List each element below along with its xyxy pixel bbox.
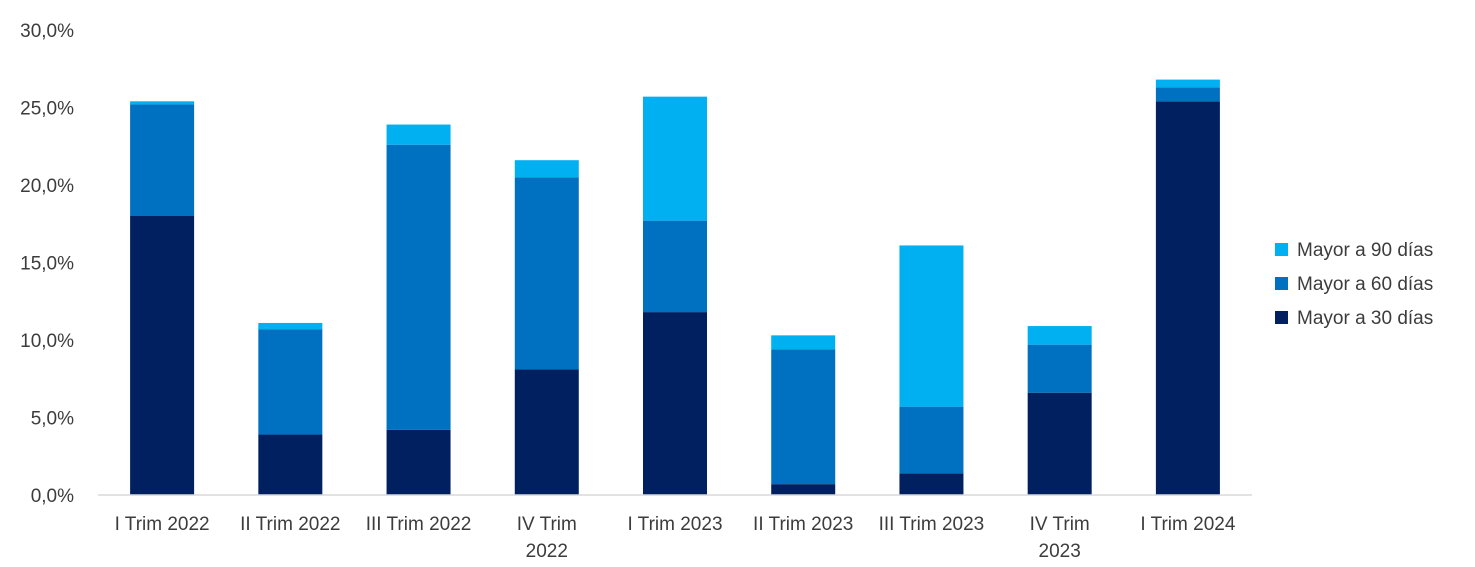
x-tick-label: IV Trim [517, 514, 577, 535]
legend-swatch [1275, 277, 1288, 290]
bar-segment [130, 216, 195, 495]
legend-swatch [1275, 311, 1288, 324]
bar-segment [386, 429, 451, 495]
y-tick-label: 5,0% [31, 409, 74, 430]
bar-segment [258, 434, 323, 495]
bar-segment [771, 349, 836, 485]
bar-segment [899, 406, 964, 474]
bar-segment [899, 245, 964, 407]
x-tick-label: III Trim 2022 [366, 514, 472, 535]
bar-segment [386, 124, 451, 145]
bar-segment [130, 101, 195, 105]
bar-segment [771, 335, 836, 350]
bar-segment [1155, 87, 1220, 102]
legend-label: Mayor a 90 días [1297, 240, 1433, 261]
bar-segment [1027, 326, 1092, 345]
legend-swatch [1275, 243, 1288, 256]
bar-segment [514, 369, 579, 495]
bar-segment [386, 144, 451, 430]
legend: Mayor a 90 días Mayor a 60 días Mayor a 30… [1275, 240, 1433, 329]
bar-segment [258, 329, 323, 435]
x-tick-label: III Trim 2023 [879, 514, 985, 535]
x-axis-tick-labels: I Trim 2022 II Trim 2022 III Trim 2022 IV T… [115, 514, 1236, 562]
y-tick-label: 30,0% [20, 21, 74, 42]
bar-segment [1027, 392, 1092, 495]
y-tick-label: 20,0% [20, 176, 74, 197]
bar-segment [514, 177, 579, 370]
y-axis-tick-labels: 0,0% 5,0% 10,0% 15,0% 20,0% 25,0% 30,0% [20, 21, 74, 507]
bar-segment [643, 96, 707, 221]
bar-segment [514, 160, 579, 178]
bar-segment [643, 312, 707, 495]
x-tick-label: II Trim 2022 [240, 514, 340, 535]
bar-segment [130, 104, 195, 216]
bars-group [130, 79, 1220, 496]
bar-segment [771, 484, 836, 495]
legend-label: Mayor a 30 días [1297, 308, 1433, 329]
x-tick-label: I Trim 2024 [1140, 514, 1235, 535]
y-tick-label: 10,0% [20, 331, 74, 352]
y-tick-label: 15,0% [20, 254, 74, 275]
x-tick-label: 2022 [526, 541, 568, 562]
x-tick-label: II Trim 2023 [753, 514, 853, 535]
y-tick-label: 25,0% [20, 99, 74, 120]
bar-segment [258, 322, 323, 330]
x-tick-label: IV Trim [1030, 514, 1090, 535]
y-tick-label: 0,0% [31, 486, 74, 507]
x-tick-label: I Trim 2022 [115, 514, 210, 535]
legend-label: Mayor a 60 días [1297, 274, 1433, 295]
bar-segment [1155, 101, 1220, 496]
bar-segment [899, 473, 964, 495]
x-tick-label: 2023 [1039, 541, 1081, 562]
x-tick-label: I Trim 2023 [627, 514, 722, 535]
bar-segment [643, 220, 707, 313]
bar-segment [1155, 79, 1220, 88]
bar-segment [1027, 344, 1092, 393]
